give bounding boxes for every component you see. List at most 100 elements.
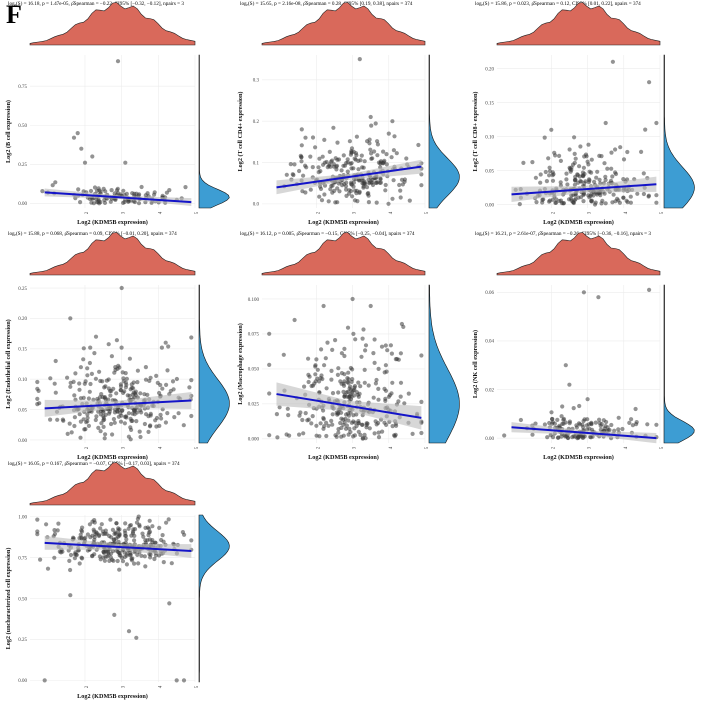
data-point <box>146 530 152 535</box>
data-point <box>383 363 388 368</box>
data-point <box>101 555 106 560</box>
data-point <box>609 422 614 428</box>
data-point <box>303 135 308 140</box>
data-point <box>109 188 114 193</box>
x-density <box>261 232 426 276</box>
data-point <box>544 179 550 184</box>
data-point <box>345 169 350 174</box>
data-point <box>78 435 83 440</box>
y-axis-label: Log2 (NK cell expression) <box>472 330 479 398</box>
data-point <box>87 522 92 527</box>
data-point <box>372 431 377 436</box>
y-tick-label: 0.00 <box>18 679 27 684</box>
data-point <box>187 385 192 390</box>
data-point <box>320 154 325 159</box>
data-point <box>313 372 318 377</box>
data-point <box>142 554 147 559</box>
data-point <box>138 391 143 396</box>
data-point <box>118 419 124 424</box>
data-point <box>313 379 318 384</box>
data-point <box>285 406 290 411</box>
y-density <box>198 54 230 209</box>
y-tick-label: 0.75 <box>18 556 27 561</box>
data-point <box>92 534 97 540</box>
y-axis-label: Log2 (uncharacterized cell expression) <box>5 548 12 650</box>
data-point <box>157 525 162 531</box>
data-point <box>318 376 323 381</box>
data-point <box>330 347 335 352</box>
data-point <box>336 366 341 371</box>
data-point <box>324 433 329 439</box>
data-point <box>288 162 293 167</box>
data-point <box>143 365 148 370</box>
data-point <box>299 155 304 160</box>
data-point <box>123 533 128 538</box>
data-point <box>374 377 379 383</box>
data-point <box>147 526 152 531</box>
y-tick-label: 0.00 <box>18 439 27 444</box>
data-point <box>35 379 40 385</box>
data-point <box>313 145 318 150</box>
panel-title: logₑ(S) = 15.86, p = 0.023, ρ̂Spearman =… <box>475 0 641 7</box>
data-point <box>351 434 356 439</box>
data-point <box>82 160 88 165</box>
data-point <box>83 379 88 384</box>
data-point <box>114 188 120 193</box>
data-point <box>44 522 49 527</box>
data-point <box>363 348 368 353</box>
data-point <box>322 192 327 197</box>
data-point <box>572 178 578 183</box>
x-tick-label: 4 <box>158 685 163 688</box>
y-tick-label: 0.00 <box>485 203 494 208</box>
data-point <box>354 191 359 196</box>
data-point <box>542 422 548 427</box>
data-point <box>368 303 373 309</box>
data-point <box>547 173 552 178</box>
y-density <box>198 284 230 444</box>
data-point <box>362 367 367 372</box>
data-point <box>316 170 321 175</box>
data-point <box>98 378 103 384</box>
data-point <box>360 422 365 427</box>
data-point <box>331 125 336 130</box>
y-axis-label: Log2 (B cell expression) <box>5 100 12 163</box>
y-axis-label: Log2 (Macrophage expression) <box>237 323 244 405</box>
data-point <box>306 379 311 385</box>
data-point <box>621 157 627 162</box>
data-point <box>287 433 292 438</box>
data-point <box>341 163 346 168</box>
data-point <box>579 179 584 184</box>
data-point <box>330 158 335 163</box>
data-point <box>552 421 558 426</box>
data-point <box>398 351 403 356</box>
y-tick-label: 0.50 <box>18 597 27 602</box>
data-point <box>596 295 601 300</box>
data-point <box>117 365 122 370</box>
data-point <box>89 371 94 376</box>
data-point <box>369 180 374 185</box>
data-point <box>142 421 147 427</box>
data-point <box>281 352 286 357</box>
data-point <box>85 366 90 371</box>
y-tick-label: 0.05 <box>485 169 494 174</box>
data-point <box>55 528 60 533</box>
data-point <box>345 157 350 162</box>
data-point <box>124 537 129 542</box>
data-point <box>329 377 334 382</box>
data-point <box>38 557 43 562</box>
data-point <box>359 178 365 183</box>
data-point <box>131 390 136 395</box>
data-point <box>365 191 370 196</box>
data-point <box>126 526 131 531</box>
y-tick-label: 0.02 <box>485 388 494 393</box>
data-point <box>112 537 117 542</box>
data-point <box>382 386 387 391</box>
data-point <box>65 431 70 436</box>
data-point <box>132 199 137 205</box>
data-point <box>580 170 586 175</box>
data-point <box>72 556 77 561</box>
data-point <box>342 346 347 351</box>
data-point <box>382 370 387 375</box>
data-point <box>534 200 539 205</box>
data-point <box>348 365 353 371</box>
